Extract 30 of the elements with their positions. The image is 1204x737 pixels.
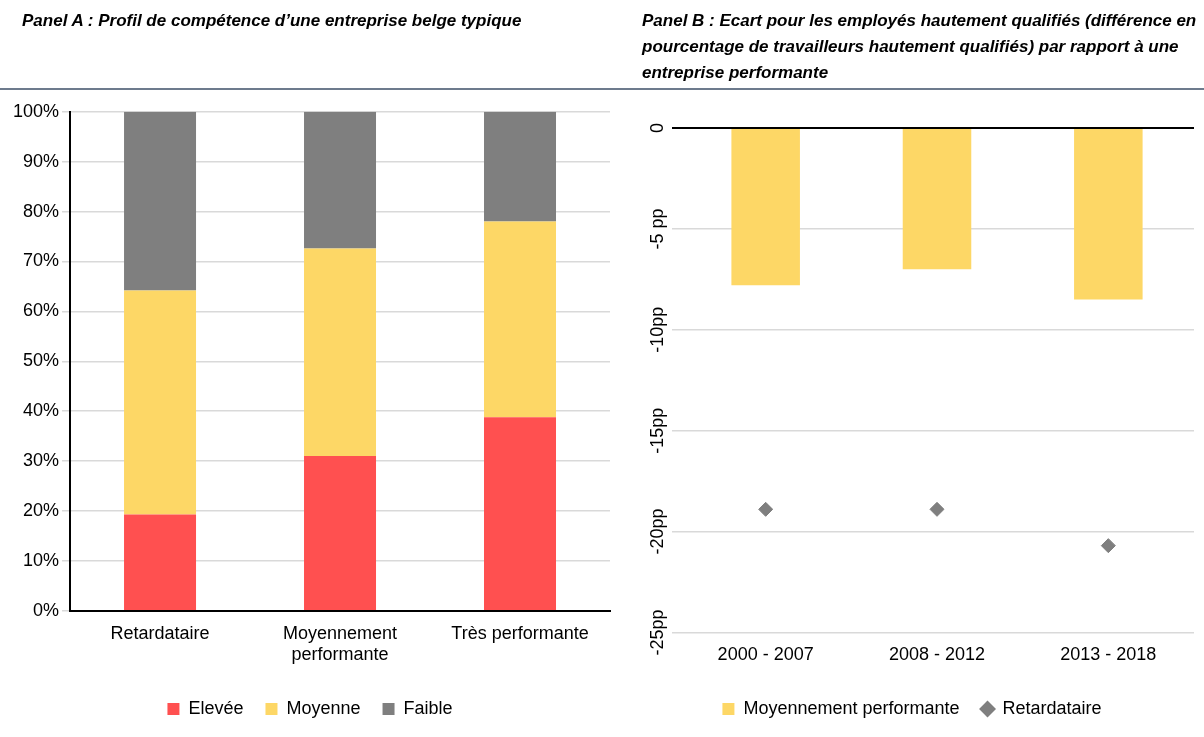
y-tick-label: -15pp xyxy=(646,407,667,454)
y-tick-label: 60% xyxy=(23,300,60,321)
y-tick-label: 70% xyxy=(23,250,60,271)
y-tick-label: 10% xyxy=(23,549,60,570)
legend-label: Moyennement performante xyxy=(743,697,960,718)
y-tick-label: 40% xyxy=(23,400,60,421)
x-tick-label: Très performante xyxy=(451,622,589,643)
chart-title: Panel A : Profil de compétence d’une entreprise belge typique xyxy=(0,0,620,90)
y-tick-label: -5 pp xyxy=(646,208,667,250)
y-tick-label: -20pp xyxy=(646,508,667,555)
y-tick-label: 0 xyxy=(646,122,667,134)
y-tick-label: 20% xyxy=(23,499,60,520)
y-tick-label: 90% xyxy=(23,150,60,171)
x-tick-label: Moyennement performante xyxy=(282,622,398,665)
legend-label: Retardataire xyxy=(1002,697,1102,718)
y-tick-label: 0% xyxy=(33,599,60,620)
x-tick-label: 2008 - 2012 xyxy=(888,644,986,665)
y-tick-label: 100% xyxy=(12,100,60,121)
y-tick-label: 80% xyxy=(23,200,60,221)
x-tick-label: Retardataire xyxy=(110,622,210,643)
y-tick-label: 30% xyxy=(23,450,60,471)
x-tick-label: 2013 - 2018 xyxy=(1060,644,1157,665)
y-tick-label: 50% xyxy=(23,350,60,371)
y-tick-label: -10pp xyxy=(646,306,667,353)
y-tick-label: -25pp xyxy=(646,609,667,656)
legend-label: Moyenne xyxy=(286,697,361,718)
chart-title: Panel B : Ecart pour les employés hautement qualifiés (différence en pourcentage de travailleurs hautement qualifiés) par rapport à une entreprise performante xyxy=(620,0,1204,90)
legend-label: Faible xyxy=(403,697,453,718)
x-tick-label: 2000 - 2007 xyxy=(717,644,814,665)
legend-label: Elevée xyxy=(188,697,244,718)
